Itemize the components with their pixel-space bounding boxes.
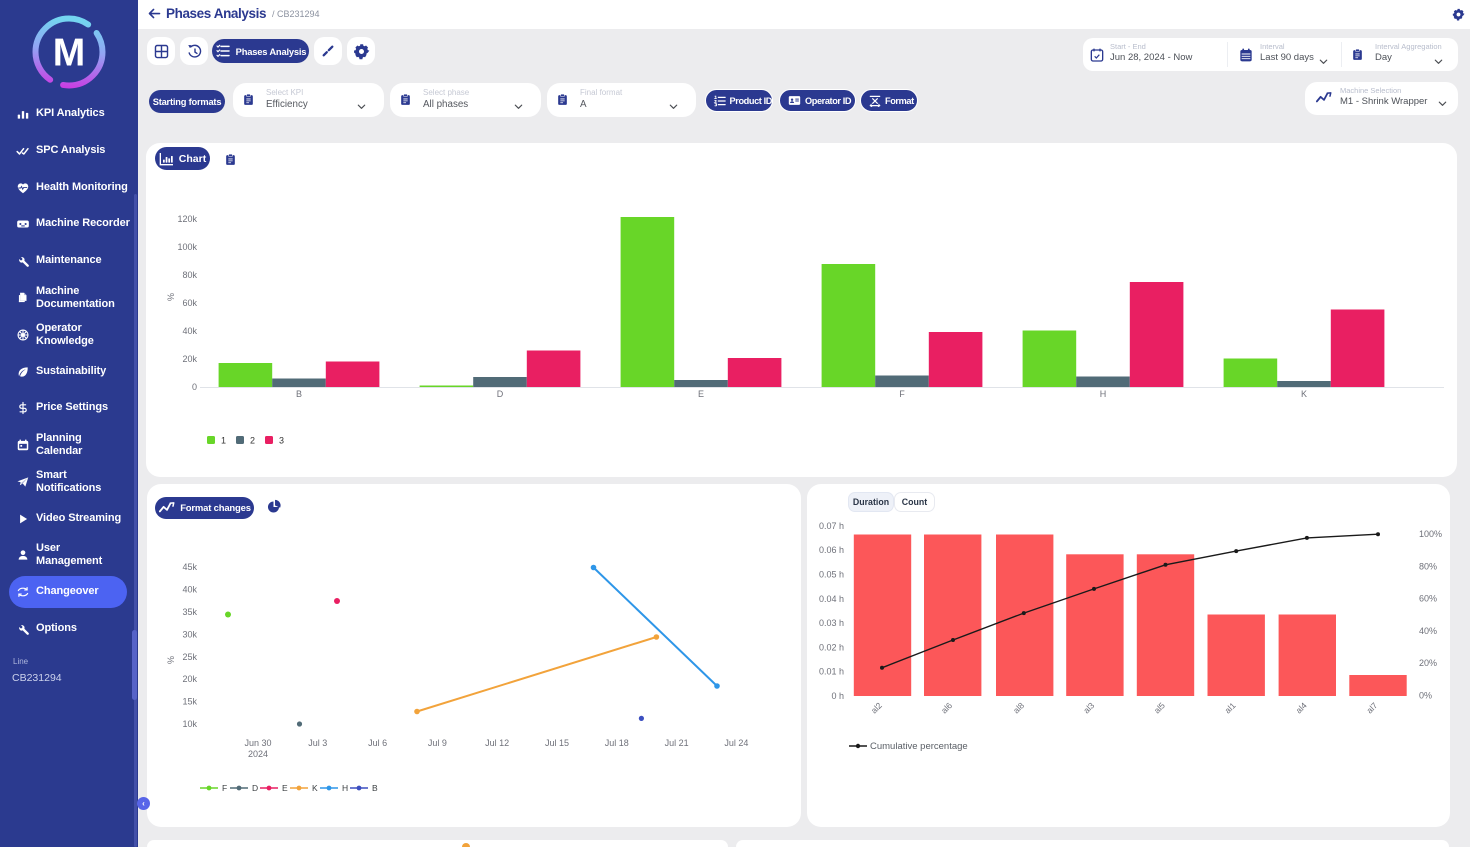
svg-text:0.03 h: 0.03 h	[819, 618, 844, 628]
svg-text:2: 2	[250, 436, 255, 446]
svg-text:30k: 30k	[182, 629, 197, 639]
svg-text:Cumulative percentage: Cumulative percentage	[870, 741, 968, 752]
svg-text:35k: 35k	[182, 607, 197, 617]
svg-text:F: F	[899, 389, 905, 399]
svg-text:D: D	[252, 783, 258, 793]
svg-text:40k: 40k	[182, 326, 197, 336]
svg-text:Jul 18: Jul 18	[605, 738, 629, 748]
svg-text:E: E	[698, 389, 704, 399]
svg-text:0.02 h: 0.02 h	[819, 642, 844, 652]
svg-text:10k: 10k	[182, 719, 197, 729]
svg-text:80%: 80%	[1419, 561, 1437, 571]
svg-text:60%: 60%	[1419, 594, 1437, 604]
svg-text:20%: 20%	[1419, 658, 1437, 668]
svg-text:Jul 6: Jul 6	[368, 738, 387, 748]
svg-text:3: 3	[279, 436, 284, 446]
svg-text:B: B	[296, 389, 302, 399]
svg-text:al3: al3	[1081, 700, 1096, 715]
svg-text:%: %	[166, 293, 176, 301]
svg-text:Jul 21: Jul 21	[665, 738, 689, 748]
svg-text:al1: al1	[1223, 700, 1238, 715]
svg-text:1: 1	[221, 436, 226, 446]
svg-text:M: M	[53, 32, 86, 75]
svg-text:K: K	[312, 783, 318, 793]
svg-text:K: K	[1301, 389, 1307, 399]
svg-text:100k: 100k	[177, 242, 197, 252]
svg-text:al7: al7	[1364, 700, 1379, 715]
svg-text:45k: 45k	[182, 562, 197, 572]
svg-text:0 h: 0 h	[831, 691, 844, 701]
svg-text:B: B	[372, 783, 378, 793]
svg-text:25k: 25k	[182, 652, 197, 662]
svg-text:Jul 24: Jul 24	[724, 738, 748, 748]
svg-text:0.06 h: 0.06 h	[819, 545, 844, 555]
svg-text:al4: al4	[1294, 700, 1309, 715]
svg-text:120k: 120k	[177, 214, 197, 224]
svg-text:0.04 h: 0.04 h	[819, 594, 844, 604]
svg-text:2024: 2024	[248, 749, 268, 759]
svg-text:0.05 h: 0.05 h	[819, 570, 844, 580]
svg-text:20k: 20k	[182, 674, 197, 684]
svg-text:H: H	[1100, 389, 1107, 399]
svg-text:15k: 15k	[182, 697, 197, 707]
svg-text:0.01 h: 0.01 h	[819, 667, 844, 677]
svg-text:80k: 80k	[182, 270, 197, 280]
svg-text:E: E	[282, 783, 288, 793]
svg-text:40%: 40%	[1419, 626, 1437, 636]
svg-text:100%: 100%	[1419, 529, 1442, 539]
svg-text:Jun 30: Jun 30	[244, 738, 271, 748]
svg-text:Jul 15: Jul 15	[545, 738, 569, 748]
svg-text:40k: 40k	[182, 585, 197, 595]
svg-text:Jul 9: Jul 9	[428, 738, 447, 748]
svg-text:F: F	[222, 783, 227, 793]
svg-text:al2: al2	[869, 700, 884, 715]
svg-text:Jul 3: Jul 3	[308, 738, 327, 748]
svg-text:al8: al8	[1011, 700, 1026, 715]
svg-text:0: 0	[192, 382, 197, 392]
svg-text:0%: 0%	[1419, 691, 1432, 701]
svg-text:%: %	[166, 656, 176, 664]
svg-text:20k: 20k	[182, 354, 197, 364]
svg-text:H: H	[342, 783, 348, 793]
svg-text:D: D	[497, 389, 504, 399]
svg-text:Jul 12: Jul 12	[485, 738, 509, 748]
svg-text:60k: 60k	[182, 298, 197, 308]
svg-text:al5: al5	[1152, 700, 1167, 715]
svg-text:0.07 h: 0.07 h	[819, 521, 844, 531]
svg-text:al6: al6	[939, 700, 954, 715]
